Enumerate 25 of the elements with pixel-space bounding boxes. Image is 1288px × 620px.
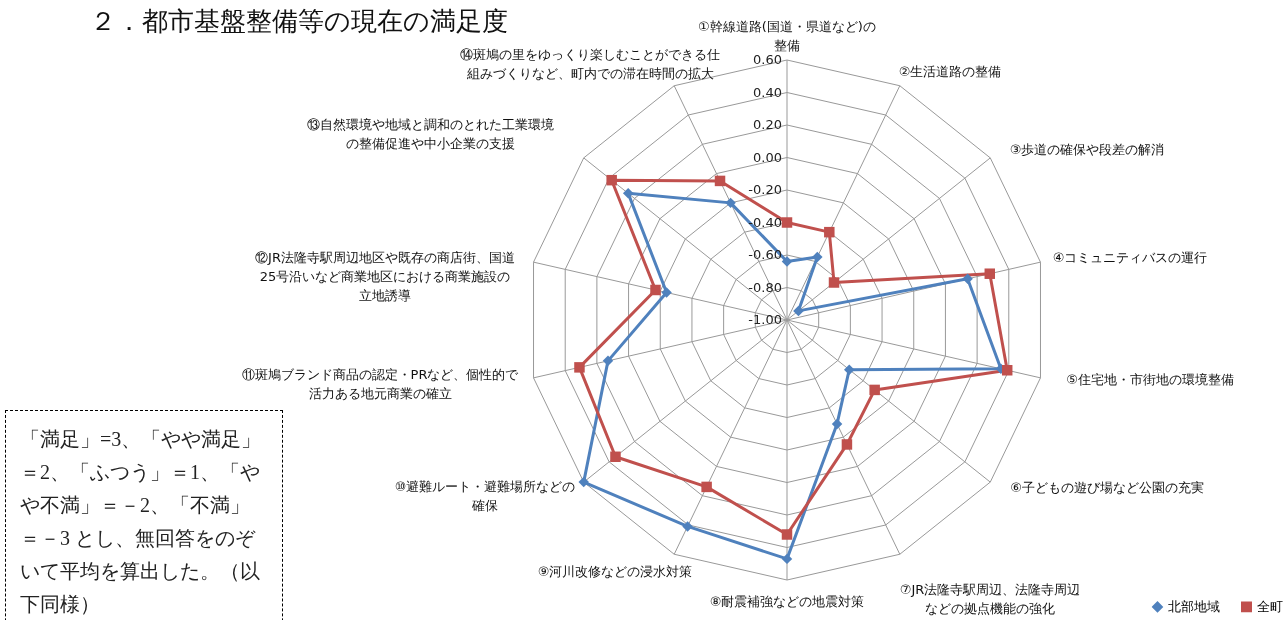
- spoke-label: ⑫JR法隆寺駅周辺地区や既存の商店街、国道25号沿いなど商業地区における商業施設の立地誘導: [255, 250, 515, 303]
- legend-label: 全町: [1257, 598, 1283, 614]
- spoke-label: ⑪斑鳩ブランド商品の認定・PRなど、個性的で活力ある地元商業の確立: [241, 367, 520, 401]
- y-tick-label: -0.80: [748, 279, 782, 295]
- spoke-label: ⑦JR法隆寺駅周辺、法隆寺周辺などの拠点機能の強化: [899, 582, 1081, 616]
- y-tick-label: -1.00: [748, 312, 782, 327]
- spoke-label: ⑬自然環境や地域と調和のとれた工業環境の整備促進や中小企業の支援: [306, 117, 554, 151]
- y-tick-label: -0.60: [748, 247, 782, 262]
- chart-title: ２．都市基盤整備等の現在の満足度: [90, 6, 508, 36]
- legend-label: 北部地域: [1168, 598, 1220, 614]
- spoke-label: ②生活道路の整備: [898, 64, 1002, 79]
- spoke-label: ⑤住宅地・市街地の環境整備: [1066, 372, 1234, 387]
- y-tick-label: 0.40: [753, 84, 782, 100]
- y-tick-label: 0.00: [753, 149, 782, 165]
- note-box: 「満足」=3、「やや満足」＝2、「ふつう」＝1、「やや不満」＝－2、「不満」＝－3 とし、無回答をのぞいて平均を算出した。（以下同様）: [5, 410, 283, 620]
- spoke-label: ⑧耐震補強などの地震対策: [709, 594, 865, 609]
- spoke-label: ⑥子どもの遊び場など公園の充実: [1010, 480, 1204, 495]
- spoke-label: ③歩道の確保や段差の解消: [1009, 142, 1165, 157]
- spoke-label: ⑩避難ルート・避難場所などの確保: [394, 479, 576, 513]
- y-tick-label: 0.60: [753, 52, 782, 67]
- y-tick-label: 0.20: [753, 117, 782, 132]
- y-tick-label: -0.20: [748, 182, 782, 197]
- spoke-label: ④コミュニティバスの運行: [1052, 250, 1208, 265]
- spoke-label: ⑨河川改修などの浸水対策: [537, 564, 693, 579]
- y-tick-label: -0.40: [748, 214, 782, 230]
